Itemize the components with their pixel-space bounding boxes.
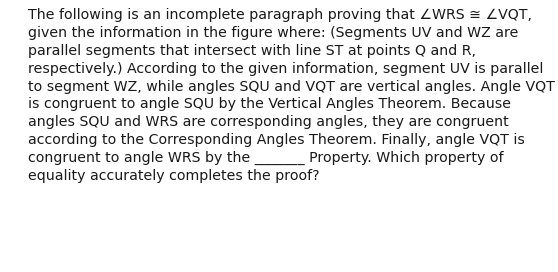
Text: The following is an incomplete paragraph proving that ∠WRS ≅ ∠VQT, given the inf: The following is an incomplete paragraph… — [28, 8, 555, 183]
